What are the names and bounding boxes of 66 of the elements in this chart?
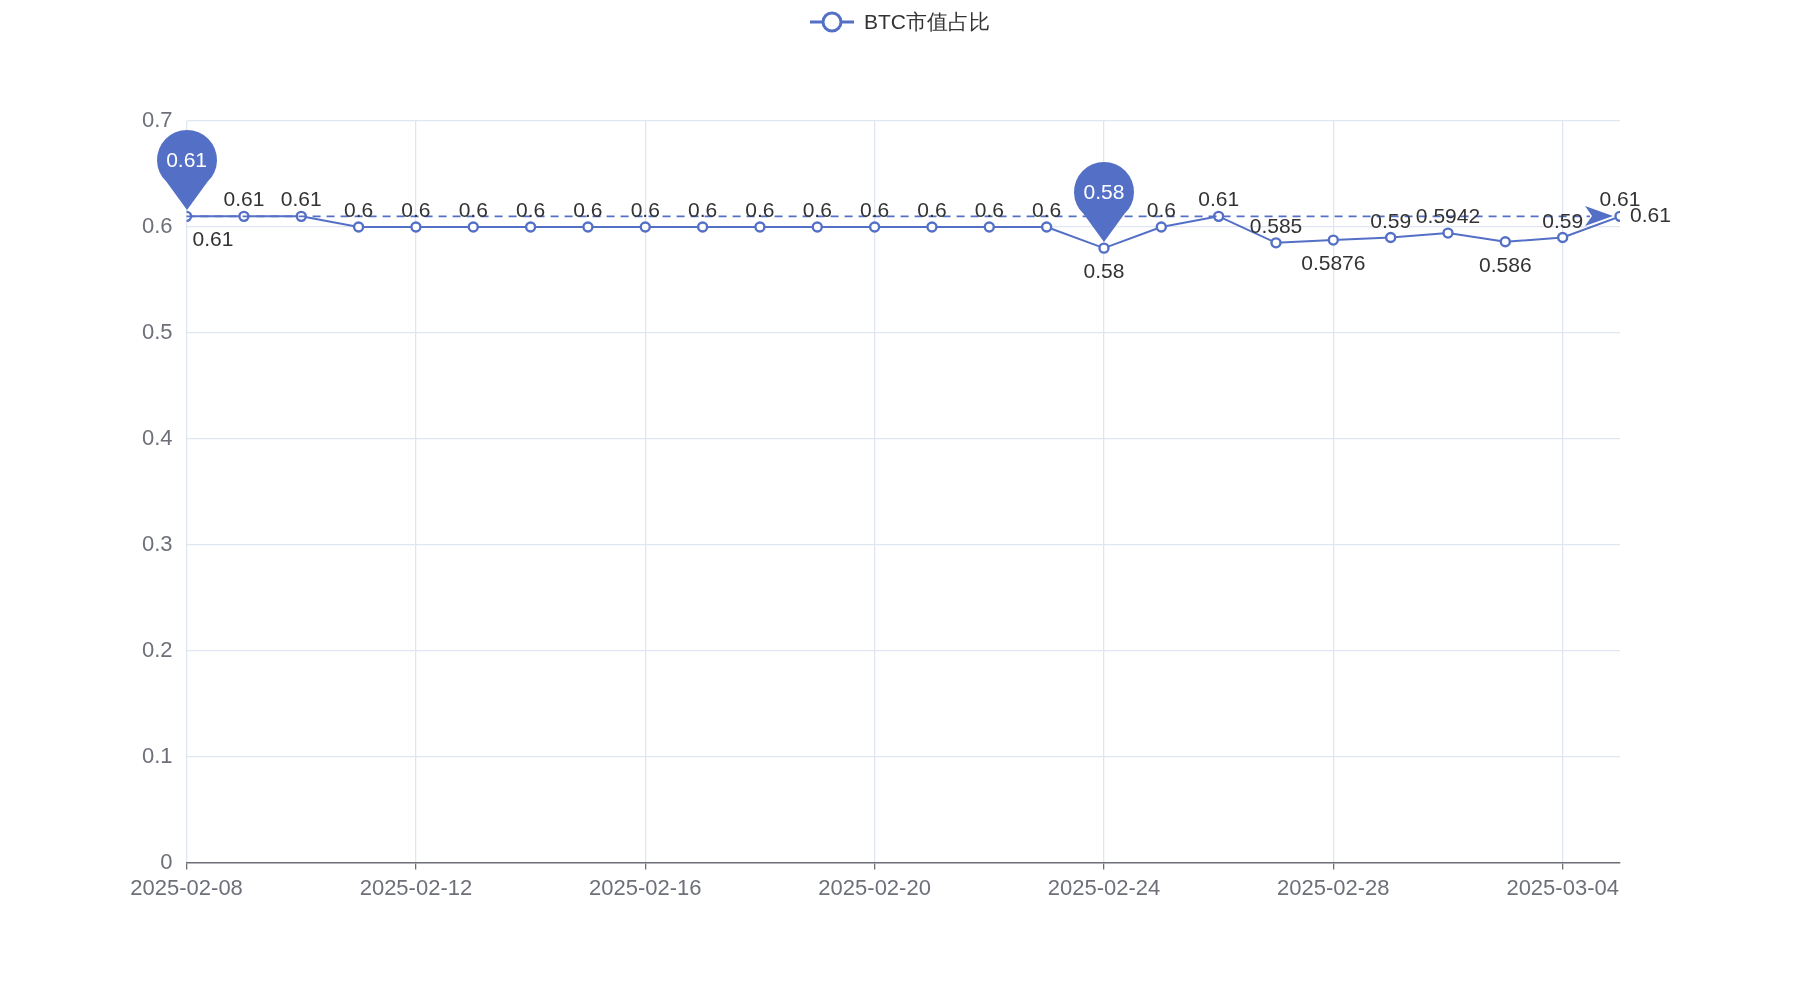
data-label: 0.6: [573, 197, 603, 221]
data-label: 0.585: [1249, 213, 1303, 237]
point: [1040, 221, 1053, 233]
x-tick-label: 2025-02-12: [359, 874, 473, 900]
data-label: 0.6: [688, 197, 718, 221]
y-tick-label: 0.3: [141, 530, 173, 556]
x-tick-label: 2025-02-16: [589, 874, 702, 900]
point: [524, 221, 537, 233]
point: [1384, 231, 1397, 244]
y-tick-label: 0.7: [141, 107, 173, 133]
point: [1155, 221, 1168, 233]
data-label: 0.6: [974, 197, 1004, 221]
data-label: 0.6: [917, 197, 947, 221]
legend-label: BTC市值占比: [864, 9, 990, 33]
x-tick-label: 2025-03-04: [1506, 874, 1619, 900]
data-label: 0.59: [1542, 208, 1584, 232]
data-label: 0.5942: [1415, 204, 1481, 228]
point: [1270, 237, 1282, 249]
annotation: 0.58: [1083, 180, 1125, 205]
point: [467, 221, 479, 233]
x-tick-label: 2025-02-20: [818, 874, 931, 900]
y-tick-label: 0: [160, 848, 173, 874]
point: [1212, 210, 1225, 223]
data-label: 0.6: [1146, 197, 1176, 221]
data-label: 0.6: [1032, 197, 1062, 221]
y-tick-label: 0.6: [141, 213, 173, 239]
data-label: 0.59: [1370, 208, 1412, 232]
point: [1556, 231, 1569, 244]
x-tick-label: 2025-02-24: [1047, 874, 1161, 900]
point: [352, 221, 365, 233]
point: [983, 221, 995, 233]
point: [696, 221, 709, 233]
data-label: 0.5876: [1301, 251, 1366, 275]
point: [1327, 234, 1340, 246]
annotation: 0.61: [166, 148, 208, 173]
y-tick-label: 0.1: [141, 742, 173, 768]
point: [582, 221, 594, 233]
data-label: 0.6: [344, 197, 374, 221]
data-label: 0.6: [630, 197, 660, 221]
point: [926, 221, 938, 233]
point: [1499, 236, 1512, 248]
data-label: 0.61: [1198, 187, 1240, 211]
point: [868, 221, 881, 233]
point: [238, 210, 250, 223]
data-label: 0.6: [458, 197, 488, 221]
y-tick-label: 0.5: [141, 318, 173, 344]
data-label: 0.586: [1479, 252, 1532, 276]
point: [754, 221, 766, 233]
point: [811, 221, 823, 233]
x-tick-label: 2025-02-08: [130, 874, 243, 900]
data-label: 0.6: [860, 197, 890, 221]
data-label: 0.6: [802, 197, 832, 221]
point: [1098, 242, 1110, 254]
y-tick-label: 0.2: [141, 636, 173, 662]
data-label: 0.6: [401, 197, 431, 221]
y-tick-label: 0.4: [141, 424, 173, 450]
data-label: 0.61: [280, 187, 322, 211]
data-label: 0.61: [223, 187, 265, 211]
point: [639, 221, 651, 233]
point: [1442, 227, 1454, 239]
data-label: 0.61: [192, 227, 234, 251]
data-label: 0.6: [745, 197, 775, 221]
x-tick-label: 2025-02-28: [1277, 874, 1390, 900]
point: [410, 221, 422, 233]
data-label: 0.58: [1083, 259, 1125, 283]
data-label: 0.6: [516, 197, 546, 221]
